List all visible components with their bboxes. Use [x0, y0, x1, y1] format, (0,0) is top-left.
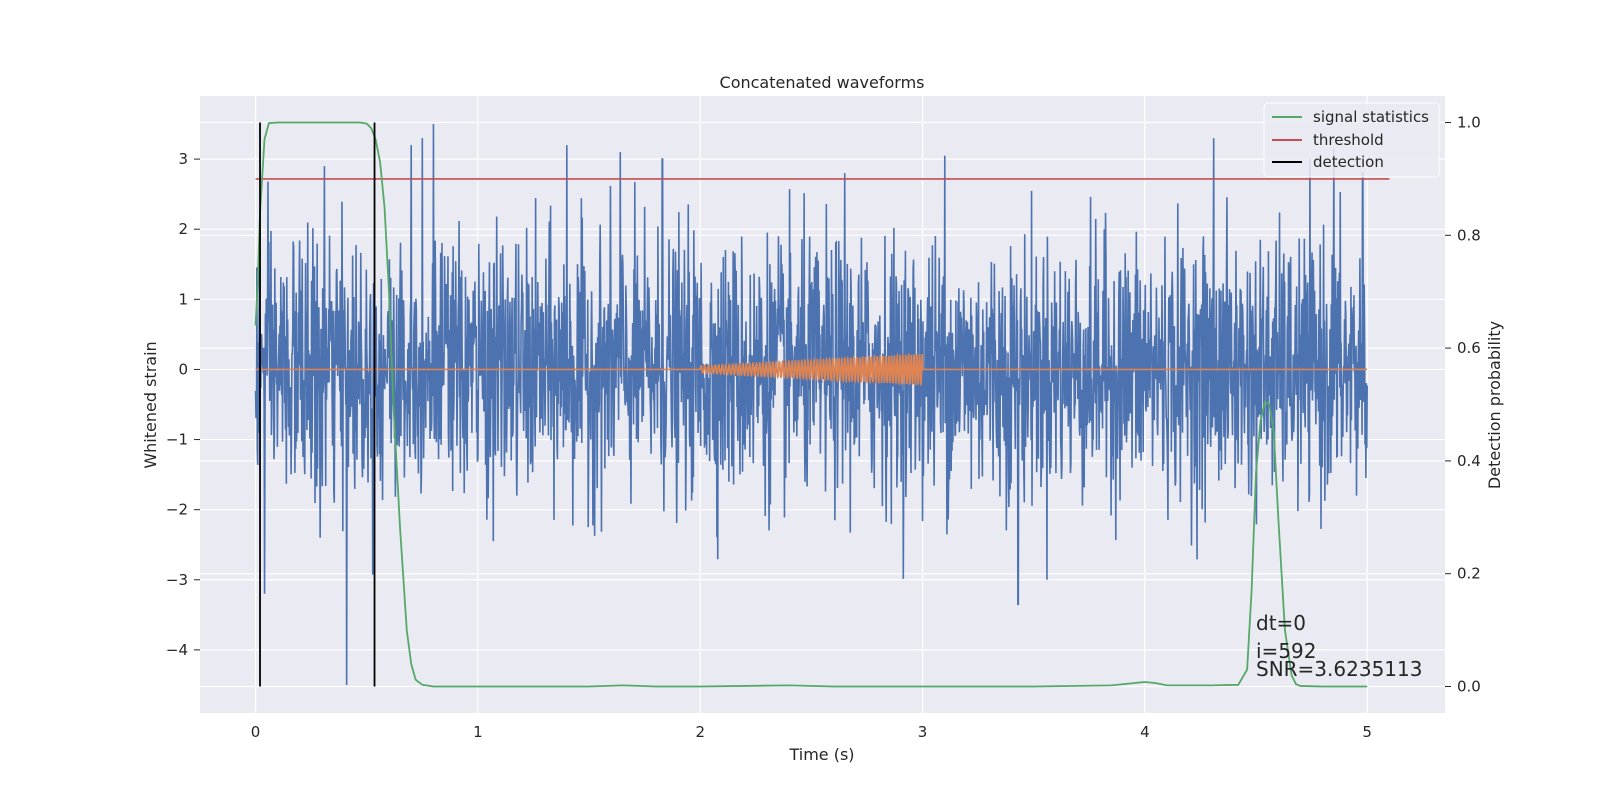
legend-box: [1263, 102, 1440, 178]
y-tick-label-2: 2: [178, 220, 188, 238]
y2-axis-label: Detection probability: [1485, 321, 1504, 489]
x-tick-label-2: 2: [695, 723, 705, 741]
series-signal-statistics-line: [254, 121, 1368, 688]
x-axis-label: Time (s): [788, 745, 854, 764]
y2-tick-label-0.4: 0.4: [1457, 452, 1481, 470]
legend-label-signal-statistics: signal statistics: [1313, 108, 1429, 126]
x-tick-label-0: 0: [251, 723, 261, 741]
ticks: 0 1 2 3 4 5 3 2 1 0 −1 −2 −3 −4 1.0 0.8 0.6 0.4 0.2 0.0: [166, 114, 1481, 741]
series-layer: [254, 121, 1390, 688]
y2-tick-label-0.2: 0.2: [1457, 565, 1481, 583]
y2-tick-label-0.6: 0.6: [1457, 339, 1481, 357]
y2-tick-label-0.8: 0.8: [1457, 226, 1481, 244]
y-tick-label--3: −3: [166, 571, 188, 589]
annotation-dt: dt=0: [1256, 611, 1306, 635]
y2-tick-label-1.0: 1.0: [1457, 114, 1481, 132]
y2-tick-label-0.0: 0.0: [1457, 677, 1481, 695]
x-tick-label-5: 5: [1362, 723, 1372, 741]
legend-label-detection: detection: [1313, 153, 1384, 171]
y-tick-label--2: −2: [166, 501, 188, 519]
annotation-index: i=592: [1256, 639, 1317, 663]
y-tick-label--1: −1: [166, 431, 188, 449]
y-tick-label-3: 3: [178, 150, 188, 168]
annotation-snr: SNR=3.6235113: [1256, 657, 1422, 681]
y-tick-label-1: 1: [178, 290, 188, 308]
x-tick-label-4: 4: [1140, 723, 1150, 741]
y-tick-label--4: −4: [166, 641, 188, 659]
chart-title: Concatenated waveforms: [720, 73, 925, 92]
y-tick-label-0: 0: [178, 360, 188, 378]
x-tick-label-1: 1: [473, 723, 483, 741]
series-template-line: [255, 352, 1368, 387]
legend: signal statistics threshold detection: [1263, 102, 1440, 178]
series-whitened-strain-line: [254, 124, 1368, 685]
x-tick-label-3: 3: [918, 723, 928, 741]
legend-label-threshold: threshold: [1313, 131, 1384, 149]
y-axis-label: Whitened strain: [141, 341, 160, 468]
